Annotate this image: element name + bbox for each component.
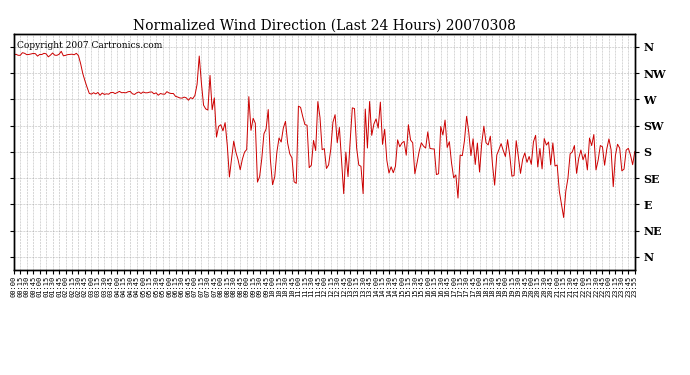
Text: Copyright 2007 Cartronics.com: Copyright 2007 Cartronics.com [17,41,162,50]
Title: Normalized Wind Direction (Last 24 Hours) 20070308: Normalized Wind Direction (Last 24 Hours… [133,19,515,33]
